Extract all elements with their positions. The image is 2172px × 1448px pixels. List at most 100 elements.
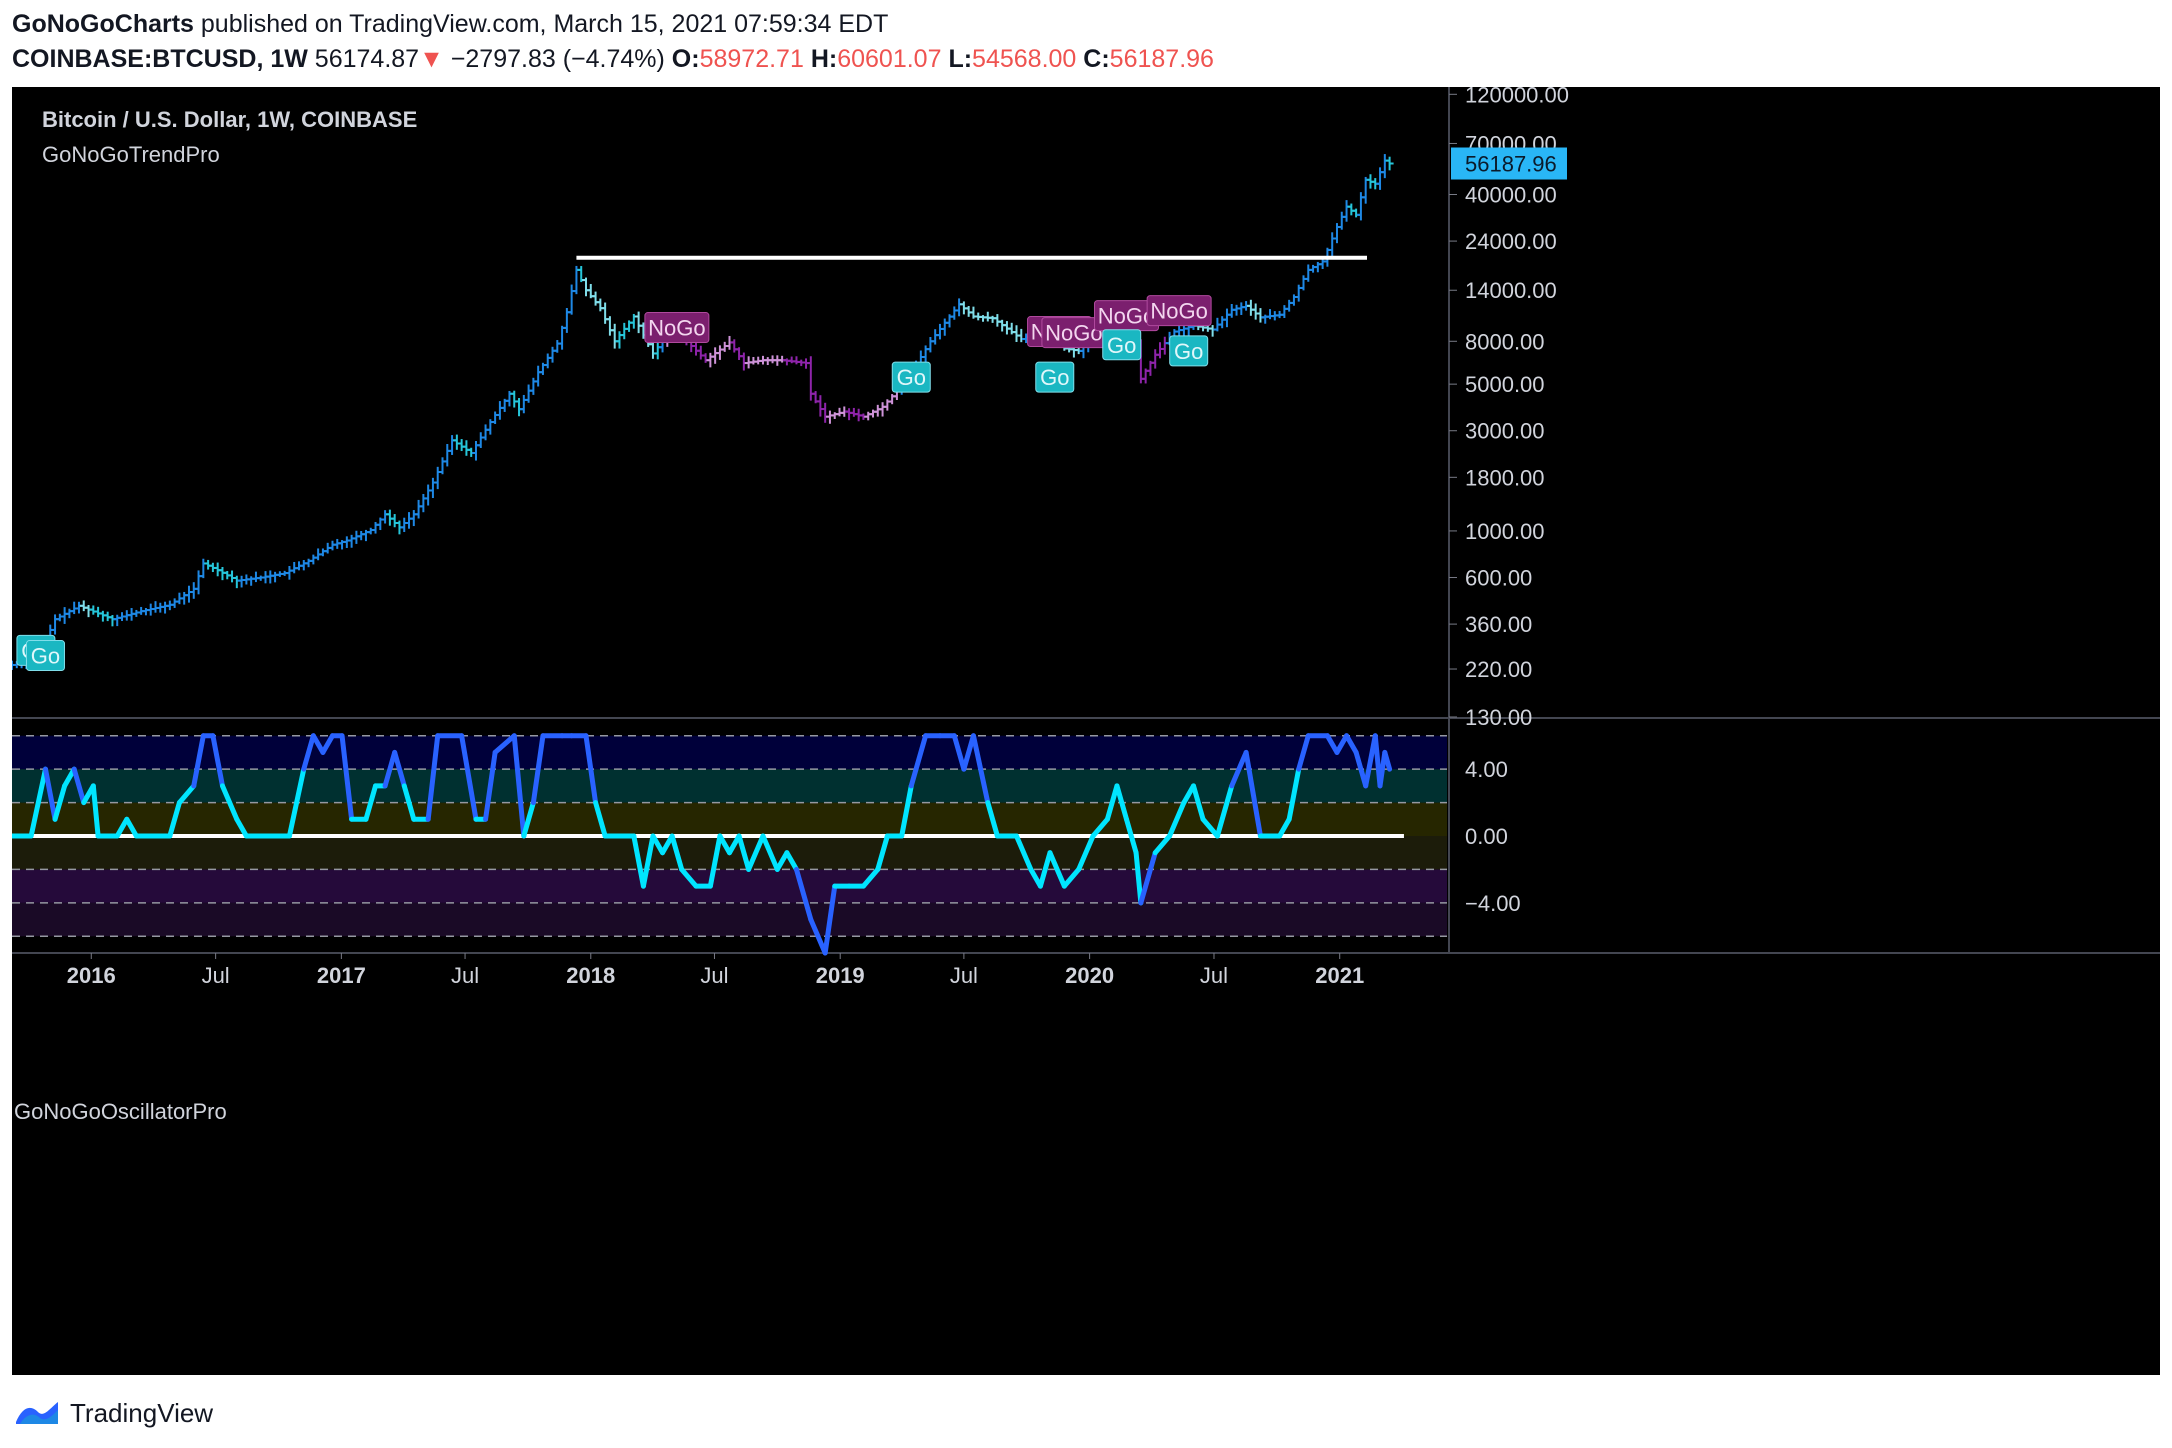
- price-axis-label: 14000.00: [1465, 278, 1557, 303]
- oscillator-segment: [1090, 816, 1110, 839]
- last-price-tag: [1451, 147, 1567, 180]
- oscillator-segment: [631, 833, 646, 889]
- nogo-signal-label: NoGo: [1146, 295, 1212, 327]
- time-axis-label: 2019: [816, 963, 865, 988]
- oscillator-title[interactable]: GoNoGoOscillatorPro: [14, 1099, 227, 1124]
- oscillator-band: [12, 802, 1447, 836]
- oscillator-segment: [985, 800, 1000, 839]
- symbol-label: COINBASE:BTCUSD, 1W: [12, 45, 308, 73]
- oscillator-segment: [176, 783, 197, 806]
- oscillator-segment: [382, 749, 398, 789]
- oscillator-segment: [679, 866, 699, 889]
- price-axis-label: 130.00: [1465, 705, 1532, 730]
- oscillator-segment: [1344, 733, 1359, 755]
- oscillator-segment: [392, 749, 407, 789]
- go-signal-label: Go: [25, 640, 65, 672]
- time-axis-label: 2016: [67, 963, 116, 988]
- price-axis-label: 220.00: [1465, 657, 1532, 682]
- high-label: H:: [810, 45, 838, 73]
- oscillator-segment: [124, 816, 139, 839]
- oscillator-segment: [1353, 749, 1369, 789]
- oscillator-segment: [1167, 800, 1187, 839]
- oscillator-segment: [210, 733, 225, 789]
- oscillator-segment: [1124, 816, 1139, 856]
- chart-canvas[interactable]: GoGoNoGoGoNoGoNoGoGoNoGoGoNoGoGo120000.0…: [12, 87, 2160, 1375]
- price-axis-label: 5000.00: [1465, 372, 1545, 397]
- oscillator-segment: [784, 850, 799, 872]
- oscillator-segment: [760, 833, 780, 872]
- oscillator-segment: [530, 733, 546, 806]
- oscillator-segment: [860, 866, 881, 889]
- oscillator-segment: [1047, 850, 1067, 889]
- oscillator-segment: [167, 800, 182, 839]
- oscillator-band: [12, 869, 1447, 903]
- oscillator-segment: [363, 783, 379, 822]
- oscillator-segment: [1200, 816, 1220, 839]
- nogo-signal-label: NoGo: [644, 312, 710, 344]
- time-axis-label: 2017: [317, 963, 366, 988]
- oscillator-segment: [808, 917, 828, 956]
- signal-text: NoGo: [648, 316, 705, 341]
- oscillator-segment: [521, 800, 536, 839]
- close-label: C:: [1083, 45, 1110, 73]
- price-axis-label: 3000.00: [1465, 419, 1545, 444]
- oscillator-segment: [310, 733, 326, 755]
- oscillator-segment: [191, 733, 206, 789]
- oscillator-band: [12, 902, 1447, 937]
- time-axis-label: 2018: [566, 963, 615, 988]
- oscillator-segment: [1229, 749, 1249, 789]
- tradingview-logo-icon: [16, 1402, 58, 1424]
- oscillator-segment: [951, 733, 967, 772]
- oscillator-segment: [1277, 816, 1292, 839]
- oscillator-segment: [219, 783, 240, 822]
- high-value: 60601.07: [837, 45, 942, 73]
- tradingview-footer[interactable]: TradingView: [14, 1393, 213, 1433]
- price-axis-label: 8000.00: [1465, 329, 1545, 354]
- signal-text: Go: [1174, 339, 1203, 364]
- oscillator-axis-label: 0.00: [1465, 824, 1508, 849]
- oscillator-segment: [28, 766, 48, 839]
- oscillator-segment: [899, 783, 914, 839]
- chart-area[interactable]: GoGoNoGoGoNoGoNoGoGoNoGoGoNoGoGo120000.0…: [12, 87, 2160, 1375]
- oscillator-segment: [908, 733, 929, 789]
- oscillator-segment: [483, 749, 498, 822]
- oscillator-axis-label: 4.00: [1465, 757, 1508, 782]
- oscillator-segment: [593, 800, 608, 839]
- oscillator-segment: [401, 783, 417, 822]
- price-axis-label: 1000.00: [1465, 519, 1545, 544]
- oscillator-segment: [793, 866, 814, 923]
- time-axis-label: Jul: [700, 963, 728, 988]
- oscillator-segment: [1382, 749, 1393, 772]
- oscillator-axis-label: −4.00: [1465, 891, 1521, 916]
- oscillator-segment: [717, 833, 732, 856]
- oscillator-segment: [961, 733, 976, 772]
- close-value: 56187.96: [1109, 45, 1214, 73]
- go-signal-label: Go: [1102, 329, 1142, 361]
- indicator-title[interactable]: GoNoGoTrendPro: [42, 142, 220, 167]
- go-signal-label: Go: [1169, 335, 1209, 367]
- oscillator-segment: [1296, 733, 1311, 772]
- oscillator-band: [12, 735, 1447, 770]
- time-axis-label: Jul: [1200, 963, 1228, 988]
- oscillator-segment: [90, 783, 101, 839]
- oscillator-segment: [1324, 733, 1340, 755]
- oscillator-segment: [1190, 783, 1206, 822]
- oscillator-segment: [1061, 866, 1082, 889]
- oscillator-segment: [1214, 783, 1235, 839]
- price-axis-label: 40000.00: [1465, 182, 1557, 207]
- signal-text: NoGo: [1098, 304, 1155, 329]
- oscillator-segment: [822, 883, 838, 956]
- last-price-tag-text: 56187.96: [1465, 152, 1557, 177]
- published-text: published on TradingView.com, March 15, …: [200, 10, 889, 38]
- open-value: 58972.71: [699, 45, 804, 73]
- oscillator-segment: [746, 833, 766, 872]
- oscillator-segment: [1114, 783, 1130, 822]
- oscillator-band: [12, 769, 1447, 803]
- oscillator-segment: [234, 816, 249, 839]
- author-name[interactable]: GoNoGoCharts: [12, 10, 194, 38]
- price-axis-label: 24000.00: [1465, 229, 1557, 254]
- signal-text: Go: [1040, 365, 1069, 390]
- price-axis-label: 120000.00: [1465, 87, 1569, 107]
- price-change: −2797.83 (−4.74%): [450, 45, 665, 73]
- oscillator-segment: [1152, 833, 1173, 856]
